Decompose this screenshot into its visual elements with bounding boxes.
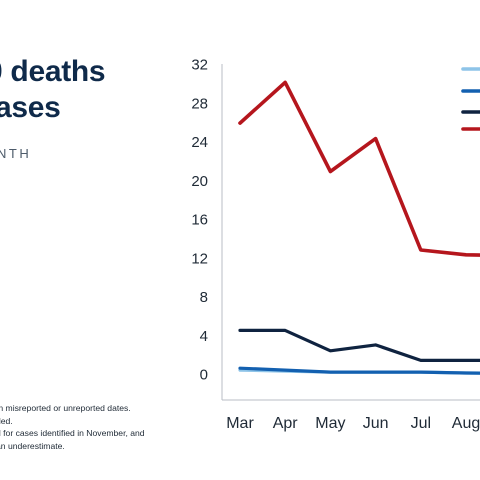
footnote-line: ded. [0,415,13,426]
y-tick-label: 8 [200,289,208,306]
x-tick-label: Mar [226,415,254,432]
chart-title: 0 deaths ases [0,54,200,126]
legend [461,67,480,131]
y-tick-label: 24 [191,134,208,151]
series-line-2 [238,366,480,375]
footnotes: th misreported or unreported dates. ded.… [0,402,196,452]
footnote-line: an underestimate. [0,440,65,451]
x-tick-label: Aug [452,415,480,432]
chart-title-line-1: 0 deaths [0,55,106,88]
series-layer [238,80,480,375]
y-tick-label: 4 [200,328,208,345]
y-tick-label: 28 [191,95,208,112]
y-tick-label: 32 [191,57,208,74]
chart-subtitle: NTH [0,146,32,161]
x-tick-label: Jun [363,415,389,432]
y-tick-label: 0 [200,367,208,384]
chart-axes: 0 4 8 12 16 20 24 28 32 Mar Apr May Jun Jul Aug [191,57,480,432]
series-line-3 [238,328,480,362]
y-tick-label: 20 [191,173,208,190]
footnote-line: th misreported or unreported dates. [0,403,131,413]
chart-title-line-2: ases [0,91,61,124]
footnote-line: d for cases identified in November, and [0,428,145,438]
x-tick-label: Apr [273,415,299,432]
series-line-4 [238,80,480,257]
x-tick-label: Jul [411,415,431,432]
y-tick-label: 12 [191,250,208,267]
x-tick-label: May [315,415,345,432]
y-tick-label: 16 [191,212,208,229]
